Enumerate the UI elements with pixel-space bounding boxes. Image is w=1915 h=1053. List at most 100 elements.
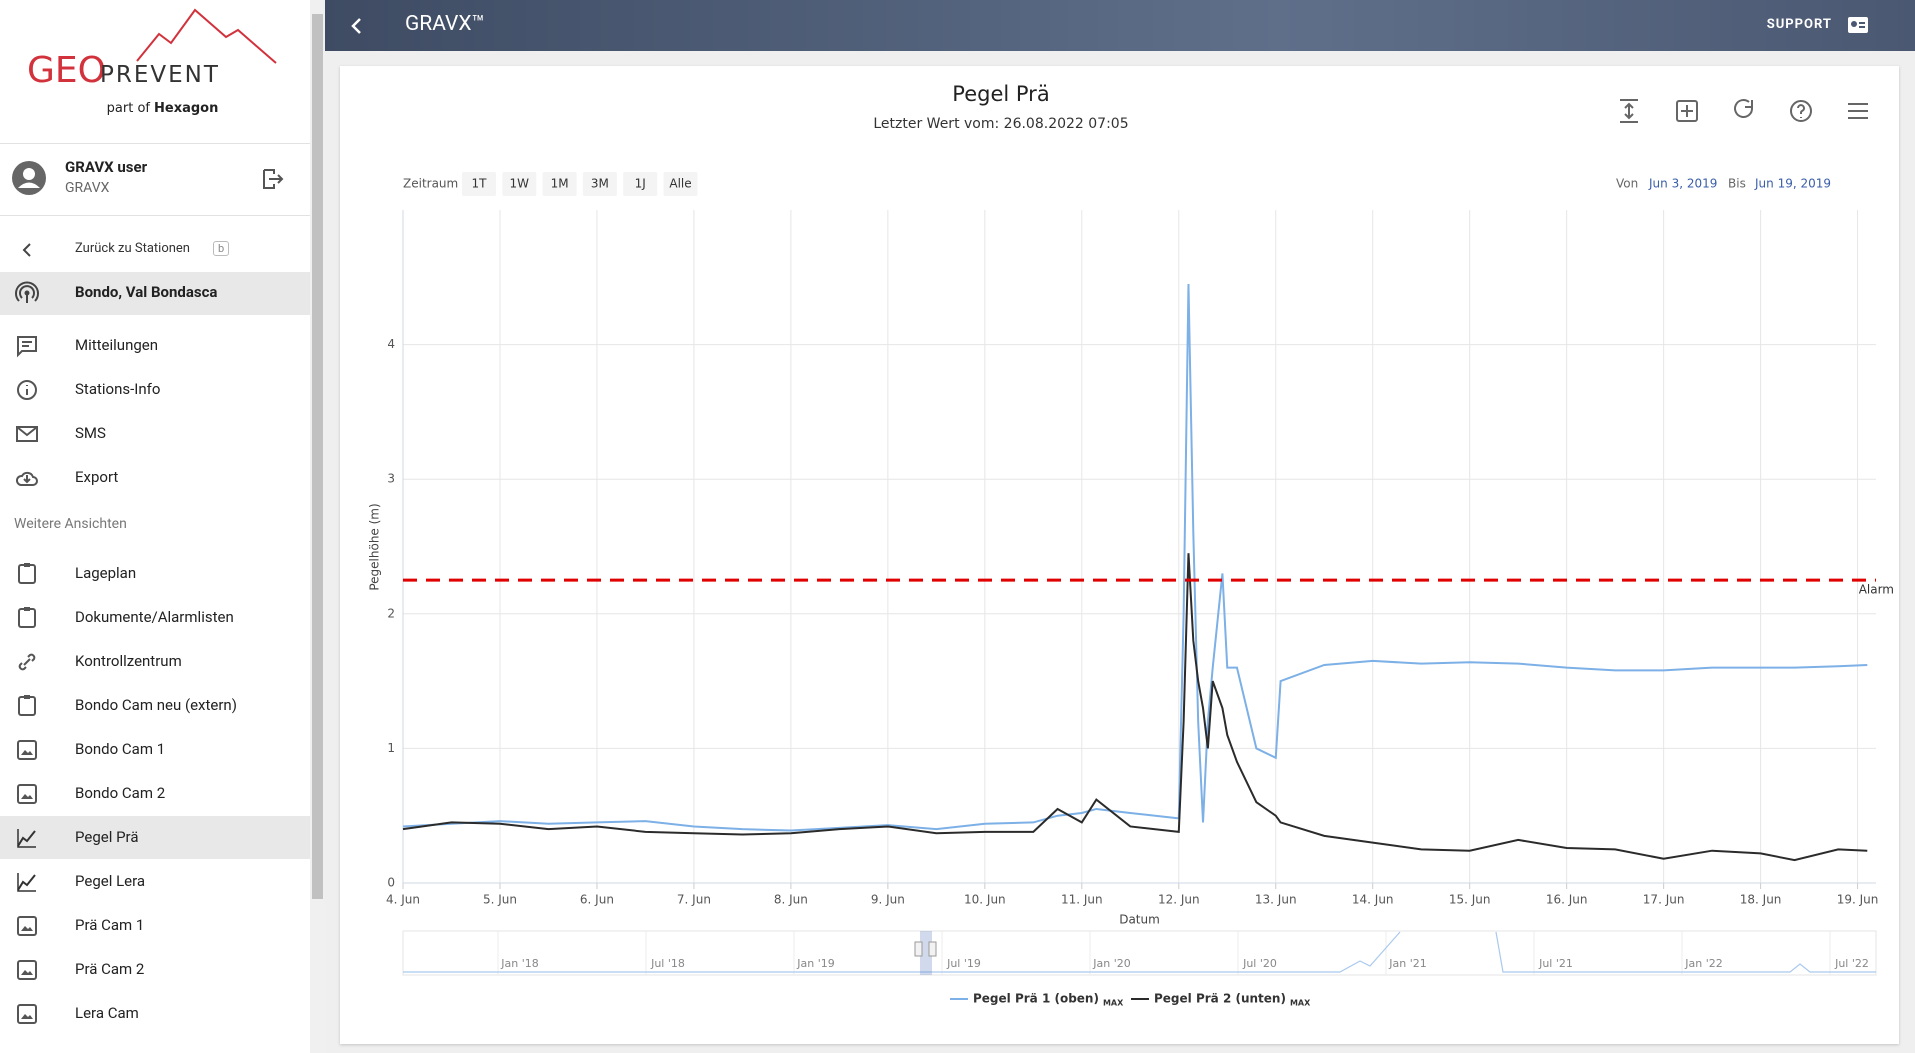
highlight xyxy=(0,272,310,316)
separator xyxy=(0,143,310,144)
toolbar-button[interactable] xyxy=(1676,100,1698,122)
range-button-label: 1M xyxy=(551,177,569,191)
nav-icon xyxy=(17,379,37,400)
range-button[interactable] xyxy=(623,172,658,196)
x-tick-label: 5. Jun xyxy=(483,893,517,907)
nav-item[interactable]: Lera Cam xyxy=(75,1003,139,1022)
x-tick-label: 11. Jun xyxy=(1061,893,1103,907)
toolbar-button[interactable] xyxy=(1790,100,1812,122)
from-date[interactable]: Jun 3, 2019 xyxy=(1648,177,1717,191)
support-link[interactable]: SUPPORT xyxy=(1766,17,1832,32)
x-tick-label: 14. Jun xyxy=(1352,893,1394,907)
user-name: GRAVX user xyxy=(65,158,148,176)
x-tick-label: 10. Jun xyxy=(964,893,1006,907)
x-tick-label: 15. Jun xyxy=(1449,893,1491,907)
x-tick-label: 18. Jun xyxy=(1740,893,1782,907)
navigator-handle[interactable] xyxy=(914,941,923,957)
navigator-handle[interactable] xyxy=(928,941,937,957)
nav-item[interactable]: SMS xyxy=(75,423,106,442)
nav-item[interactable]: Kontrollzentrum xyxy=(75,651,182,670)
user-org: GRAVX xyxy=(65,180,110,196)
navigator-line xyxy=(403,931,1876,973)
range-button-label: 1W xyxy=(510,177,530,191)
nav-item[interactable]: Prä Cam 2 xyxy=(75,959,145,978)
toolbar-button[interactable] xyxy=(1848,103,1868,119)
logo-mountain xyxy=(136,8,277,64)
navigator-label: Jul '22 xyxy=(1834,957,1869,970)
logout-button[interactable] xyxy=(260,167,284,191)
nav-item[interactable]: Export xyxy=(75,467,119,486)
back-button[interactable] xyxy=(349,16,365,36)
range-button-label: Alle xyxy=(669,177,691,191)
toolbar-button[interactable] xyxy=(1734,99,1754,118)
range-button[interactable] xyxy=(502,172,537,196)
logo-brand: Hexagon xyxy=(154,101,218,116)
range-label: Zeitraum xyxy=(403,177,458,191)
range-button-label: 1J xyxy=(635,177,646,191)
nav-icon xyxy=(17,739,37,760)
to-date[interactable]: Jun 19, 2019 xyxy=(1754,177,1831,191)
legend-label[interactable]: Pegel Prä 1 (oben) xyxy=(973,992,1099,1006)
y-tick-label: 3 xyxy=(387,472,395,486)
nav-item[interactable]: Bondo Cam 1 xyxy=(75,739,166,758)
nav-icon xyxy=(18,606,36,628)
x-tick-label: 19. Jun xyxy=(1837,893,1879,907)
nav-icon xyxy=(17,959,37,980)
navigator-label: Jan '22 xyxy=(1684,957,1722,970)
x-tick-label: 4. Jun xyxy=(386,893,420,907)
chart-subtitle: Letzter Wert vom: 26.08.2022 07:05 xyxy=(873,116,1128,132)
nav-icon xyxy=(17,1003,37,1024)
range-button[interactable] xyxy=(462,172,496,196)
series-line xyxy=(402,553,1868,862)
navigator xyxy=(402,930,1877,976)
y-tick-label: 2 xyxy=(387,606,395,620)
legend-label[interactable]: Pegel Prä 2 (unten) xyxy=(1154,992,1286,1006)
separator xyxy=(0,215,310,216)
nav-item[interactable]: Pegel Lera xyxy=(75,871,146,890)
x-tick-label: 16. Jun xyxy=(1546,893,1588,907)
nav-icon xyxy=(18,653,36,671)
nav-item[interactable]: Stations-Info xyxy=(75,379,161,398)
nav-item[interactable]: Bondo Cam neu (extern) xyxy=(75,695,237,714)
nav-icon xyxy=(17,783,37,804)
user-avatar xyxy=(12,161,46,195)
navigator-label: Jan '18 xyxy=(500,957,538,970)
navigator-label: Jan '21 xyxy=(1388,957,1426,970)
x-tick-label: 6. Jun xyxy=(580,893,614,907)
range-button[interactable] xyxy=(663,172,698,196)
logo-tagline: part of xyxy=(107,101,151,116)
scrollbar-thumb[interactable] xyxy=(312,14,323,899)
x-tick-label: 17. Jun xyxy=(1643,893,1685,907)
station-name: Bondo, Val Bondasca xyxy=(75,283,218,302)
range-button[interactable] xyxy=(542,172,577,196)
x-tick-label: 12. Jun xyxy=(1158,893,1200,907)
nav-icon xyxy=(15,471,38,486)
nav-item[interactable]: Prä Cam 1 xyxy=(75,915,145,934)
x-tick-label: 13. Jun xyxy=(1255,893,1297,907)
section-title: Weitere Ansichten xyxy=(14,516,127,533)
y-tick-label: 0 xyxy=(387,876,395,890)
nav-item[interactable]: Dokumente/Alarmlisten xyxy=(75,607,234,626)
nav-item[interactable]: Pegel Prä xyxy=(75,827,139,846)
chart-title: Pegel Prä xyxy=(952,82,1049,106)
nav-icon xyxy=(18,694,36,716)
toolbar-button[interactable] xyxy=(1620,99,1638,123)
navigator-label: Jan '19 xyxy=(796,957,834,970)
logo: GEO PREVENT part of Hexagon xyxy=(27,8,277,116)
top-bar: GRAVX™ SUPPORT xyxy=(325,0,1915,51)
chart-card: Pegel Prä Letzter Wert vom: 26.08.2022 07… xyxy=(340,66,1899,1044)
series-line xyxy=(402,284,1868,832)
back-link[interactable]: Zurück zu Stationen xyxy=(75,241,190,257)
navigator-label: Jul '18 xyxy=(650,957,685,970)
y-tick-label: 1 xyxy=(387,741,395,755)
navigator-label: Jul '19 xyxy=(946,957,981,970)
range-button[interactable] xyxy=(582,172,617,196)
nav-item[interactable]: Lageplan xyxy=(75,564,137,582)
nav-item[interactable]: Mitteilungen xyxy=(75,335,159,354)
nav-item[interactable]: Bondo Cam 2 xyxy=(75,783,166,802)
logo-prevent: PREVENT xyxy=(100,62,220,88)
nav-icon xyxy=(17,915,37,936)
shortcut-key: b xyxy=(213,241,230,257)
app-title: GRAVX™ xyxy=(405,12,485,36)
support-icon[interactable] xyxy=(1847,16,1869,34)
